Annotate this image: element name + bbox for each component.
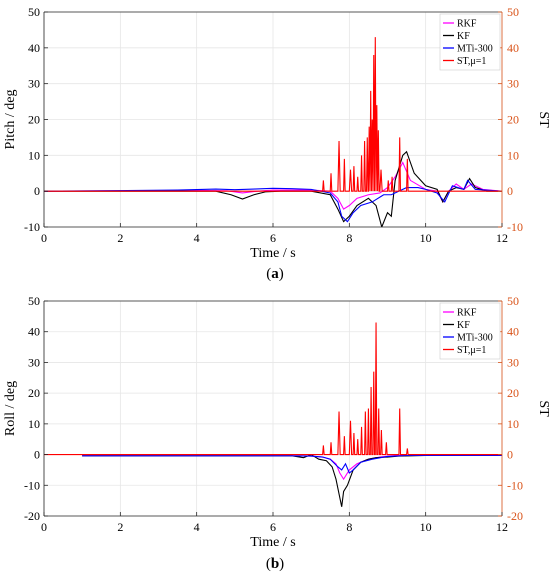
y-tick-label: 0 [34,184,40,198]
chart-panel-b: 0 2 4 6 8 10 12-20-1001020304050-20-1001020304… [3,294,550,572]
y2-tick-label: 10 [507,417,519,431]
series-line-kf [44,150,502,227]
y-tick-label: 30 [28,77,40,91]
y-tick-label: 0 [34,448,40,462]
x-axis-label: Time / s [250,246,295,261]
y-tick-label: 40 [28,41,40,55]
x-tick-label: 10 [420,520,432,534]
legend-entry-label: KF [457,320,470,331]
legend-entry-label: RKF [457,308,477,319]
y-tick-label: 20 [28,386,40,400]
y-tick-label: 20 [28,113,40,127]
series-line-mti-300 [44,179,502,223]
x-tick-label: 0 [41,231,47,245]
x-tick-label: 4 [194,520,200,534]
x-tick-label: 12 [496,231,508,245]
y2-tick-label: 40 [507,325,519,339]
y-tick-label: 50 [28,5,40,19]
series-line-st-1 [44,37,502,192]
legend-entry-label: RKF [457,19,477,30]
y2-tick-label: 50 [507,5,519,19]
series-line-st-1 [44,322,502,456]
x-tick-label: 2 [117,231,123,245]
legend-entry-label: MTi-300 [457,44,493,55]
panel-caption: (a) [266,266,284,282]
y2-axis-label: ST [536,111,550,128]
caption-letter: a [271,266,279,282]
y-tick-label: 40 [28,325,40,339]
y2-tick-label: 50 [507,294,519,308]
series-line-mti-300 [82,454,502,474]
y2-tick-label: 10 [507,148,519,162]
y2-axis-label: ST [536,400,550,417]
y2-tick-label: 30 [507,77,519,91]
caption-close: ) [279,556,284,572]
y2-tick-label: -10 [507,220,523,234]
x-tick-label: 10 [420,231,432,245]
y2-tick-label: -10 [507,478,523,492]
caption-letter: b [271,556,279,572]
y2-tick-label: -20 [507,509,523,523]
y2-tick-label: 20 [507,113,519,127]
y-tick-label: 30 [28,355,40,369]
y-tick-label: 10 [28,417,40,431]
chart-panel-a: 0 2 4 6 8 10 12-1001020304050-1001020304050Tim… [3,5,550,282]
x-tick-label: 2 [117,520,123,534]
y2-tick-label: 20 [507,386,519,400]
legend-entry-label: KF [457,31,470,42]
x-axis-label: Time / s [250,535,295,550]
x-tick-label: 6 [270,231,276,245]
caption-close: ) [279,266,284,282]
y-tick-label: -10 [24,478,40,492]
legend-entry-label: ST,μ=1 [457,345,486,356]
legend-entry-label: ST,μ=1 [457,56,486,67]
x-tick-label: 12 [496,520,508,534]
y-tick-label: 10 [28,148,40,162]
x-tick-label: 4 [194,231,200,245]
panel-caption: (b) [266,556,284,572]
y2-tick-label: 0 [507,184,513,198]
legend-entry-label: MTi-300 [457,333,493,344]
y-tick-label: -10 [24,220,40,234]
y-tick-label: 50 [28,294,40,308]
y-axis-label: Roll / deg [3,381,18,436]
caption-open: ( [266,266,271,282]
x-tick-label: 0 [41,520,47,534]
y-tick-label: -20 [24,509,40,523]
x-tick-label: 8 [346,520,352,534]
y-axis-label: Pitch / deg [3,90,18,150]
x-tick-label: 6 [270,520,276,534]
y2-tick-label: 30 [507,355,519,369]
y2-tick-label: 40 [507,41,519,55]
caption-open: ( [266,556,271,572]
x-tick-label: 8 [346,231,352,245]
y2-tick-label: 0 [507,448,513,462]
